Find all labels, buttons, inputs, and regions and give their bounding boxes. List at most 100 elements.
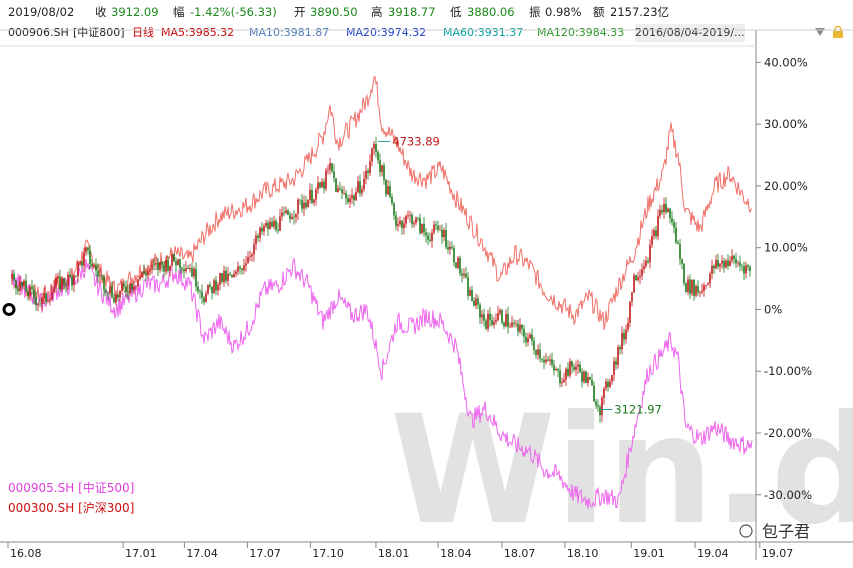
candle-body bbox=[195, 268, 197, 287]
index-code[interactable]: 000906.SH bbox=[8, 26, 69, 39]
candle-body bbox=[737, 262, 739, 264]
candle-body bbox=[25, 280, 27, 292]
candle-body bbox=[581, 371, 583, 382]
candle-body bbox=[589, 377, 591, 380]
candle-body bbox=[727, 260, 729, 266]
candle-body bbox=[481, 314, 483, 318]
ma20-value: MA20:3974.32 bbox=[346, 26, 427, 39]
candle-body bbox=[165, 259, 167, 272]
candle-body bbox=[97, 270, 99, 277]
candle-body bbox=[343, 193, 345, 194]
candle-body bbox=[335, 178, 337, 192]
candle-body bbox=[679, 244, 681, 260]
candle-body bbox=[405, 215, 407, 224]
candle-body bbox=[525, 336, 527, 343]
candle-body bbox=[545, 359, 547, 363]
candle-body bbox=[621, 332, 623, 350]
candle-body bbox=[417, 217, 419, 219]
candle-body bbox=[409, 214, 411, 216]
y-tick-label: -10.00% bbox=[764, 364, 812, 378]
candle-body bbox=[551, 359, 553, 365]
candle-body bbox=[203, 297, 205, 303]
candle-body bbox=[257, 235, 259, 238]
candle-body bbox=[607, 381, 609, 387]
legend-csi300: 000300.SH [沪深300] bbox=[8, 501, 135, 515]
y-tick-label: 40.00% bbox=[764, 55, 808, 69]
candle-body bbox=[159, 261, 161, 270]
candle-body bbox=[393, 203, 395, 216]
candle-body bbox=[301, 200, 303, 209]
candle-body bbox=[231, 274, 233, 277]
candle-body bbox=[283, 212, 285, 214]
candle-body bbox=[103, 276, 105, 290]
candle-body bbox=[717, 260, 719, 267]
ma10-value: MA10:3981.87 bbox=[249, 26, 330, 39]
period-label[interactable]: 日线 bbox=[132, 26, 154, 39]
x-tick-label: 19.07 bbox=[762, 547, 794, 560]
candle-body bbox=[605, 381, 607, 389]
candle-body bbox=[341, 189, 343, 194]
x-tick-label: 18.10 bbox=[567, 547, 599, 560]
candle-body bbox=[709, 273, 711, 284]
candle-body bbox=[731, 255, 733, 261]
candle-body bbox=[361, 189, 363, 194]
candle-body bbox=[439, 229, 441, 231]
date-range[interactable]: 2016/08/04-2019/... bbox=[635, 24, 745, 42]
candle-body bbox=[667, 208, 669, 213]
candle-body bbox=[743, 266, 745, 274]
candle-body bbox=[123, 283, 125, 287]
candle-body bbox=[297, 199, 299, 214]
candle-body bbox=[471, 290, 473, 301]
dropdown-arrow-icon[interactable] bbox=[815, 28, 825, 36]
lock-icon[interactable] bbox=[832, 26, 844, 38]
candle-body bbox=[655, 230, 657, 237]
candle-body bbox=[675, 227, 677, 243]
candle-body bbox=[521, 324, 523, 329]
crosshair-marker-icon[interactable] bbox=[2, 302, 16, 316]
candle-body bbox=[285, 210, 287, 213]
candle-body bbox=[65, 284, 67, 286]
candle-body bbox=[407, 215, 409, 217]
x-tick-label: 19.01 bbox=[633, 547, 665, 560]
candle-body bbox=[117, 295, 119, 298]
candle-body bbox=[557, 369, 559, 371]
candle-body bbox=[43, 293, 45, 299]
candle-body bbox=[569, 361, 571, 376]
candle-body bbox=[575, 366, 577, 370]
candle-body bbox=[309, 189, 311, 200]
candle-body bbox=[747, 265, 749, 267]
candle-body bbox=[487, 313, 489, 329]
candle-body bbox=[567, 368, 569, 376]
candle-body bbox=[367, 170, 369, 173]
candle-body bbox=[237, 266, 239, 272]
candle-body bbox=[293, 216, 295, 218]
candle-body bbox=[169, 265, 171, 271]
candle-body bbox=[633, 275, 635, 293]
candle-body bbox=[115, 295, 117, 303]
candle-body bbox=[505, 313, 507, 327]
candle-body bbox=[281, 212, 283, 217]
candle-body bbox=[207, 284, 209, 294]
candle-body bbox=[245, 263, 247, 266]
candle-body bbox=[447, 247, 449, 250]
candle-body bbox=[29, 286, 31, 296]
candle-body bbox=[385, 179, 387, 195]
candle-body bbox=[671, 218, 673, 223]
candle-body bbox=[13, 273, 15, 281]
candle-body bbox=[171, 254, 173, 266]
candle-body bbox=[403, 223, 405, 229]
candle-body bbox=[247, 257, 249, 264]
candle-body bbox=[319, 182, 321, 188]
candle-body bbox=[275, 220, 277, 230]
candle-body bbox=[529, 334, 531, 339]
candle-body bbox=[241, 268, 243, 271]
candle-body bbox=[71, 277, 73, 286]
candle-body bbox=[429, 239, 431, 241]
candle-body bbox=[749, 266, 751, 272]
candle-body bbox=[137, 279, 139, 286]
candle-body bbox=[63, 278, 65, 285]
candle-body bbox=[647, 260, 649, 263]
candle-body bbox=[503, 322, 505, 327]
candle-body bbox=[411, 214, 413, 225]
series-line-1 bbox=[11, 257, 753, 509]
